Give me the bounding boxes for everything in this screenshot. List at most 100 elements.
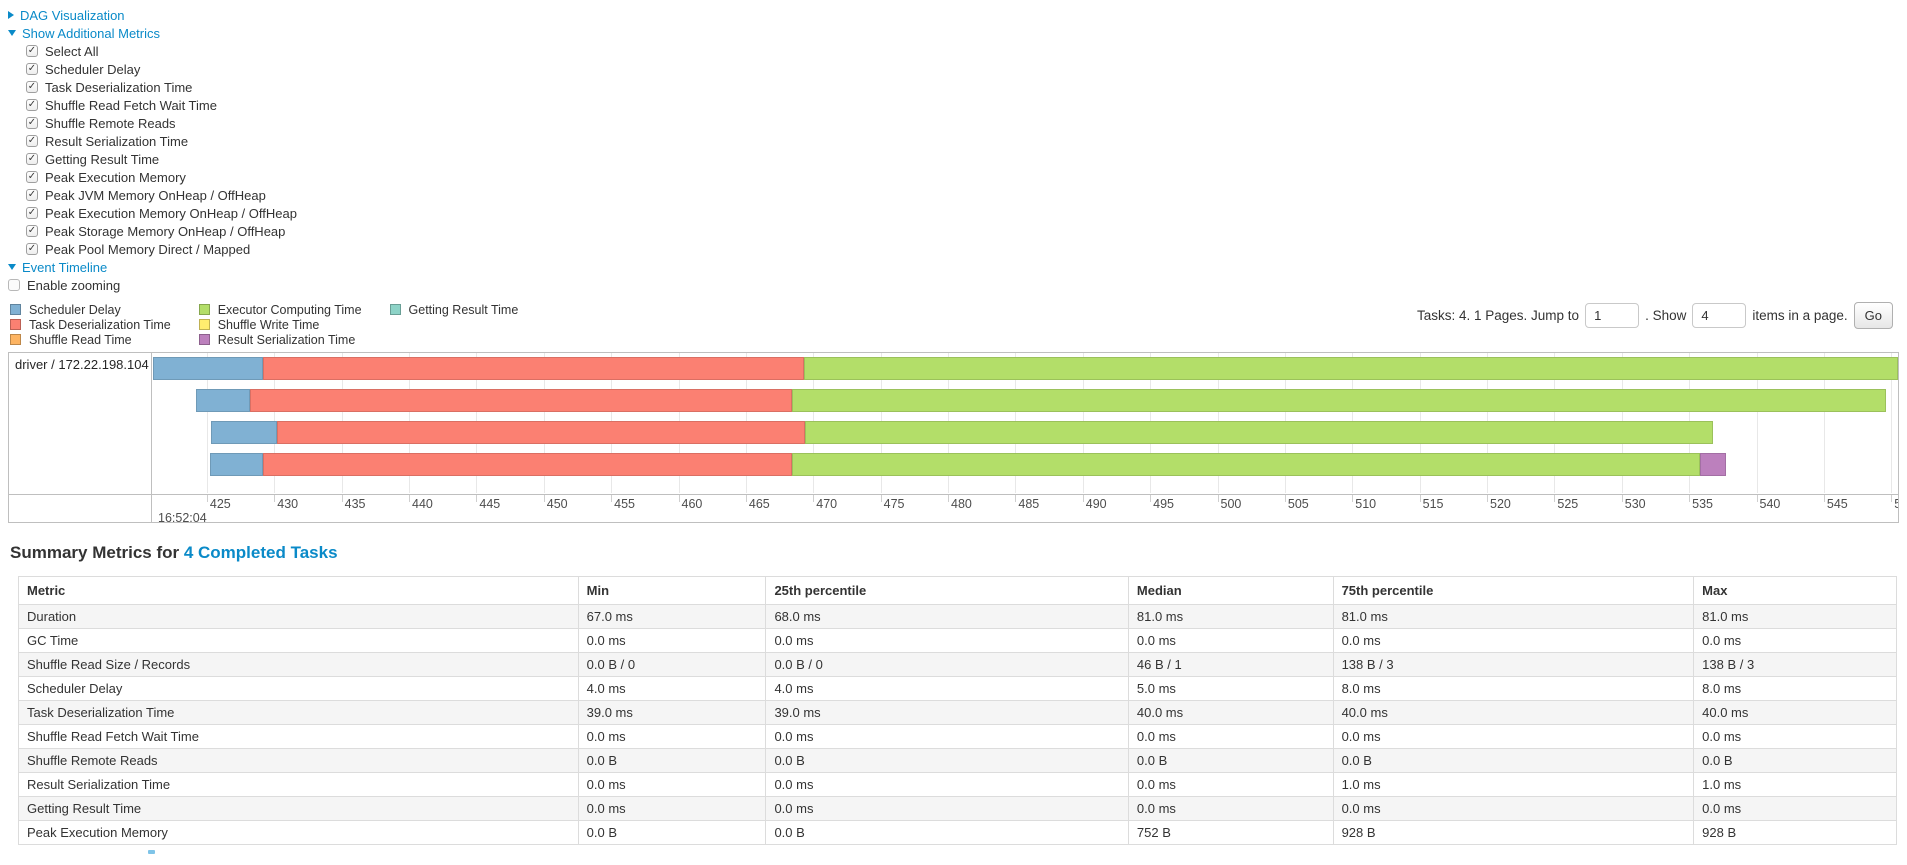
metric-value-cell: 0.0 B bbox=[1693, 748, 1897, 773]
event-timeline-toggle[interactable]: Event Timeline bbox=[8, 258, 1899, 276]
metric-value-cell: 81.0 ms bbox=[1693, 604, 1897, 629]
summary-table-row: Task Deserialization Time 39.0 ms 39.0 ms 4… bbox=[18, 700, 1897, 725]
checkbox-checked-icon[interactable]: ✓ bbox=[26, 189, 38, 201]
task-2-segment-task_deserialization[interactable] bbox=[276, 421, 806, 444]
metric-value-cell: 0.0 ms bbox=[765, 796, 1129, 821]
task-1-segment-executor_computing[interactable] bbox=[791, 389, 1886, 412]
legend-label: Shuffle Read Time bbox=[29, 332, 132, 347]
completed-tasks-link[interactable]: 4 Completed Tasks bbox=[183, 543, 338, 562]
checkbox-checked-icon[interactable]: ✓ bbox=[26, 63, 38, 75]
task-3-segment-task_deserialization[interactable] bbox=[263, 453, 792, 476]
axis-tick bbox=[409, 495, 411, 502]
metric-checkbox-row-2[interactable]: ✓ Task Deserialization Time bbox=[26, 78, 1899, 96]
checkbox-checked-icon[interactable]: ✓ bbox=[26, 207, 38, 219]
timeline-header: Scheduler Delay Task Deserialization Time… bbox=[8, 302, 1899, 350]
axis-tick-label: 445 bbox=[479, 497, 501, 511]
metric-checkbox-row-10[interactable]: ✓ Peak Storage Memory OnHeap / OffHeap bbox=[26, 222, 1899, 240]
event-timeline-chart: driver / 172.22.198.104 425 430 435 440 445 4… bbox=[8, 352, 1899, 523]
metric-checkbox-row-9[interactable]: ✓ Peak Execution Memory OnHeap / OffHeap bbox=[26, 204, 1899, 222]
metric-value-cell: 0.0 ms bbox=[1127, 724, 1334, 749]
timeline-plot-area bbox=[153, 353, 1898, 493]
show-additional-metrics-label: Show Additional Metrics bbox=[22, 25, 161, 41]
event-timeline-label: Event Timeline bbox=[22, 259, 108, 275]
metric-name-cell: Shuffle Read Fetch Wait Time bbox=[18, 724, 579, 749]
checkbox-checked-icon[interactable]: ✓ bbox=[26, 45, 38, 57]
task-pagination: Tasks: 4. 1 Pages. Jump to . Show items … bbox=[1417, 302, 1893, 329]
axis-tick-label: 470 bbox=[816, 497, 838, 511]
metric-value-cell: 0.0 ms bbox=[1332, 724, 1695, 749]
metric-value-cell: 0.0 ms bbox=[577, 724, 767, 749]
metric-value-cell: 0.0 ms bbox=[577, 772, 767, 797]
metric-name-cell: Shuffle Remote Reads bbox=[18, 748, 579, 773]
axis-tick-label: 495 bbox=[1153, 497, 1174, 511]
metric-value-cell: 0.0 ms bbox=[765, 724, 1129, 749]
task-2-segment-executor_computing[interactable] bbox=[805, 421, 1714, 444]
axis-tick-label: 450 bbox=[546, 497, 568, 511]
legend-swatch-icon bbox=[389, 304, 401, 315]
task-0-segment-scheduler_delay[interactable] bbox=[153, 357, 264, 380]
legend-item-shuffle_write: Shuffle Write Time bbox=[198, 317, 362, 332]
legend-label: Scheduler Delay bbox=[29, 302, 121, 317]
task-3-segment-executor_computing[interactable] bbox=[791, 453, 1700, 476]
metric-value-cell: 0.0 ms bbox=[1332, 796, 1695, 821]
go-button[interactable]: Go bbox=[1853, 302, 1893, 329]
metric-value-cell: 928 B bbox=[1332, 820, 1695, 845]
metric-checkbox-label: Getting Result Time bbox=[45, 151, 160, 167]
chevron-down-icon bbox=[8, 30, 16, 36]
metric-checkbox-row-3[interactable]: ✓ Shuffle Read Fetch Wait Time bbox=[26, 96, 1899, 114]
gridline bbox=[1891, 353, 1893, 493]
metric-value-cell: 0.0 B bbox=[765, 748, 1129, 773]
task-1-segment-task_deserialization[interactable] bbox=[250, 389, 792, 412]
checkbox-checked-icon[interactable]: ✓ bbox=[26, 153, 38, 165]
checkbox-checked-icon[interactable]: ✓ bbox=[26, 225, 38, 237]
checkbox-checked-icon[interactable]: ✓ bbox=[26, 135, 38, 147]
summary-table-row: Shuffle Read Fetch Wait Time 0.0 ms 0.0 ms… bbox=[18, 724, 1897, 749]
metric-checkbox-row-6[interactable]: ✓ Getting Result Time bbox=[26, 150, 1899, 168]
summary-table-row: Duration 67.0 ms 68.0 ms 81.0 ms 81.0 ms 81.0… bbox=[18, 604, 1897, 629]
summary-table-header-row: Metric Min 25th percentile Median 75th perce… bbox=[18, 576, 1897, 605]
metric-checkbox-row-1[interactable]: ✓ Scheduler Delay bbox=[26, 60, 1899, 78]
legend-swatch-icon bbox=[10, 304, 21, 315]
summary-table-row: GC Time 0.0 ms 0.0 ms 0.0 ms 0.0 ms 0.0 ms bbox=[18, 628, 1897, 653]
metric-checkbox-row-4[interactable]: ✓ Shuffle Remote Reads bbox=[26, 114, 1899, 132]
checkbox-checked-icon[interactable]: ✓ bbox=[26, 171, 38, 183]
legend-swatch-icon bbox=[10, 319, 21, 330]
metric-value-cell: 138 B / 3 bbox=[1693, 652, 1897, 677]
next-section-cutoff bbox=[148, 850, 155, 854]
axis-tick-label: 490 bbox=[1085, 497, 1107, 511]
enable-zooming-row[interactable]: Enable zooming bbox=[8, 276, 1899, 294]
jump-to-page-input[interactable] bbox=[1585, 303, 1640, 328]
metric-value-cell: 0.0 ms bbox=[765, 772, 1129, 797]
metric-checkbox-row-11[interactable]: ✓ Peak Pool Memory Direct / Mapped bbox=[26, 240, 1899, 258]
metric-checkbox-row-8[interactable]: ✓ Peak JVM Memory OnHeap / OffHeap bbox=[26, 186, 1899, 204]
checkbox-checked-icon[interactable]: ✓ bbox=[26, 117, 38, 129]
axis-tick-label: 480 bbox=[951, 497, 972, 511]
metric-value-cell: 1.0 ms bbox=[1693, 772, 1897, 797]
task-0-segment-task_deserialization[interactable] bbox=[263, 357, 804, 380]
metric-name-cell: Task Deserialization Time bbox=[18, 700, 579, 725]
axis-tick bbox=[476, 495, 478, 502]
checkbox-checked-icon[interactable]: ✓ bbox=[26, 99, 38, 111]
metric-checkbox-row-0[interactable]: ✓ Select All bbox=[26, 42, 1899, 60]
summary-column-header: Median bbox=[1127, 576, 1334, 605]
checkbox-unchecked-icon[interactable] bbox=[8, 279, 20, 291]
axis-tick-label: 550 bbox=[1894, 497, 1898, 511]
metric-value-cell: 0.0 B bbox=[765, 820, 1129, 845]
task-0-segment-executor_computing[interactable] bbox=[803, 357, 1898, 380]
dag-visualization-toggle[interactable]: DAG Visualization bbox=[8, 6, 1899, 24]
metric-checkbox-row-5[interactable]: ✓ Result Serialization Time bbox=[26, 132, 1899, 150]
metric-checkbox-label: Peak Pool Memory Direct / Mapped bbox=[45, 241, 251, 257]
task-1-segment-scheduler_delay[interactable] bbox=[196, 389, 250, 412]
timeline-group-column: driver / 172.22.198.104 bbox=[9, 353, 152, 522]
checkbox-checked-icon[interactable]: ✓ bbox=[26, 243, 38, 255]
checkbox-checked-icon[interactable]: ✓ bbox=[26, 81, 38, 93]
items-per-page-input[interactable] bbox=[1692, 303, 1747, 328]
metric-checkbox-row-7[interactable]: ✓ Peak Execution Memory bbox=[26, 168, 1899, 186]
task-3-segment-result_serialization[interactable] bbox=[1699, 453, 1726, 476]
task-3-segment-scheduler_delay[interactable] bbox=[209, 453, 264, 476]
metric-checkbox-label: Task Deserialization Time bbox=[45, 79, 193, 95]
metric-value-cell: 46 B / 1 bbox=[1127, 652, 1334, 677]
task-2-segment-scheduler_delay[interactable] bbox=[210, 421, 277, 444]
show-additional-metrics-toggle[interactable]: Show Additional Metrics bbox=[8, 24, 1899, 42]
